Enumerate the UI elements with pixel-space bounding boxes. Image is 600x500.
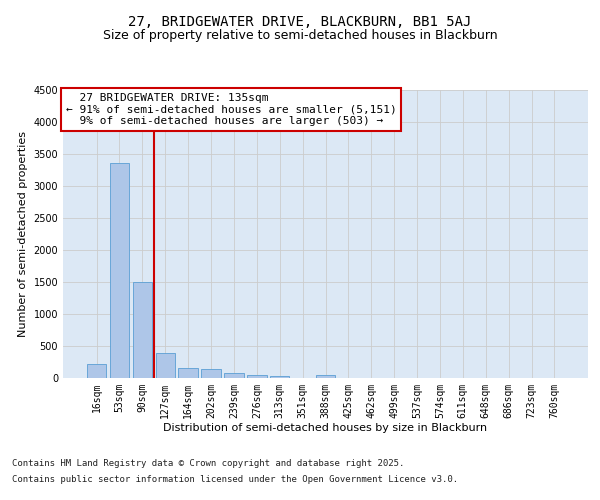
Bar: [133, 282, 152, 378]
Bar: [178, 368, 198, 378]
Text: Size of property relative to semi-detached houses in Blackburn: Size of property relative to semi-detach…: [103, 28, 497, 42]
Text: 27, BRIDGEWATER DRIVE, BLACKBURN, BB1 5AJ: 27, BRIDGEWATER DRIVE, BLACKBURN, BB1 5A…: [128, 16, 472, 30]
Text: Contains HM Land Registry data © Crown copyright and database right 2025.: Contains HM Land Registry data © Crown c…: [12, 460, 404, 468]
Bar: [270, 376, 289, 378]
X-axis label: Distribution of semi-detached houses by size in Blackburn: Distribution of semi-detached houses by …: [163, 423, 488, 433]
Bar: [224, 373, 244, 378]
Bar: [202, 368, 221, 378]
Y-axis label: Number of semi-detached properties: Number of semi-detached properties: [18, 130, 28, 337]
Bar: [110, 163, 129, 378]
Bar: [316, 375, 335, 378]
Bar: [247, 375, 266, 378]
Bar: [155, 352, 175, 378]
Text: 27 BRIDGEWATER DRIVE: 135sqm
← 91% of semi-detached houses are smaller (5,151)
 : 27 BRIDGEWATER DRIVE: 135sqm ← 91% of se…: [65, 93, 397, 126]
Text: Contains public sector information licensed under the Open Government Licence v3: Contains public sector information licen…: [12, 474, 458, 484]
Bar: [87, 364, 106, 378]
